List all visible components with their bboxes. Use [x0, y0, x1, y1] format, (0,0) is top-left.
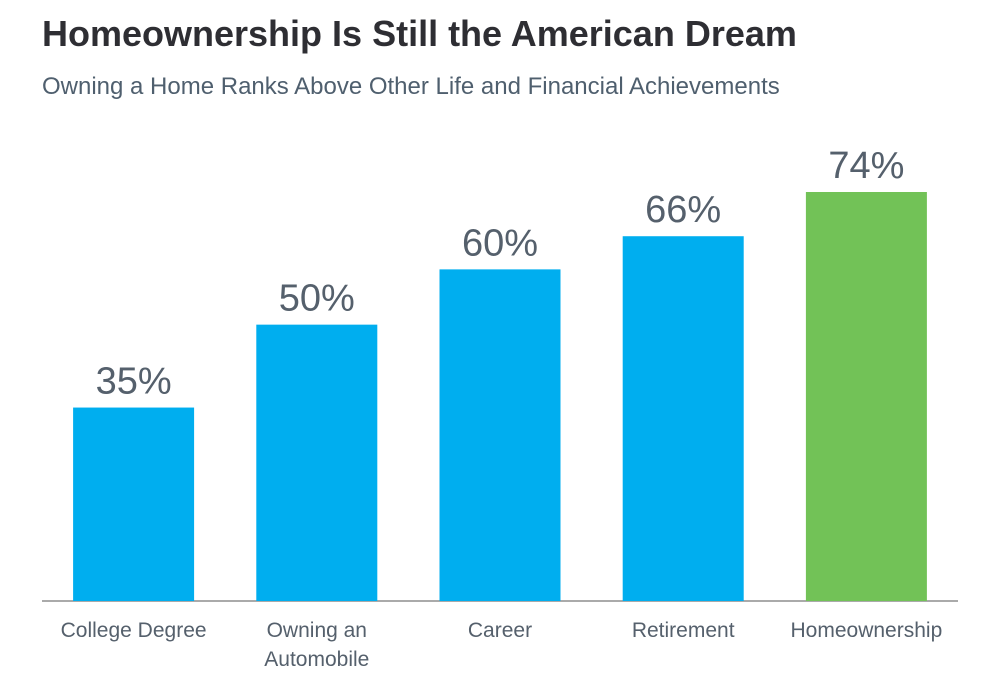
- bar: [256, 324, 378, 601]
- x-tick-label: Homeownership: [790, 619, 943, 642]
- x-tick-label: Owning an Automobile: [264, 619, 370, 671]
- x-tick-label: Career: [467, 619, 533, 642]
- value-label: 60%: [462, 222, 538, 264]
- chart-subtitle: Owning a Home Ranks Above Other Life and…: [42, 73, 780, 100]
- x-tick-label: College Degree: [60, 619, 207, 642]
- bar: [73, 407, 195, 601]
- value-label: 74%: [828, 145, 904, 187]
- value-label: 50%: [279, 278, 355, 320]
- x-tick-label: Retirement: [631, 619, 735, 642]
- bar: [622, 236, 744, 601]
- value-label: 35%: [96, 361, 172, 403]
- bar: [439, 269, 561, 601]
- chart-title: Homeownership Is Still the American Drea…: [42, 13, 797, 54]
- bar: [805, 192, 927, 601]
- value-label: 66%: [645, 189, 721, 231]
